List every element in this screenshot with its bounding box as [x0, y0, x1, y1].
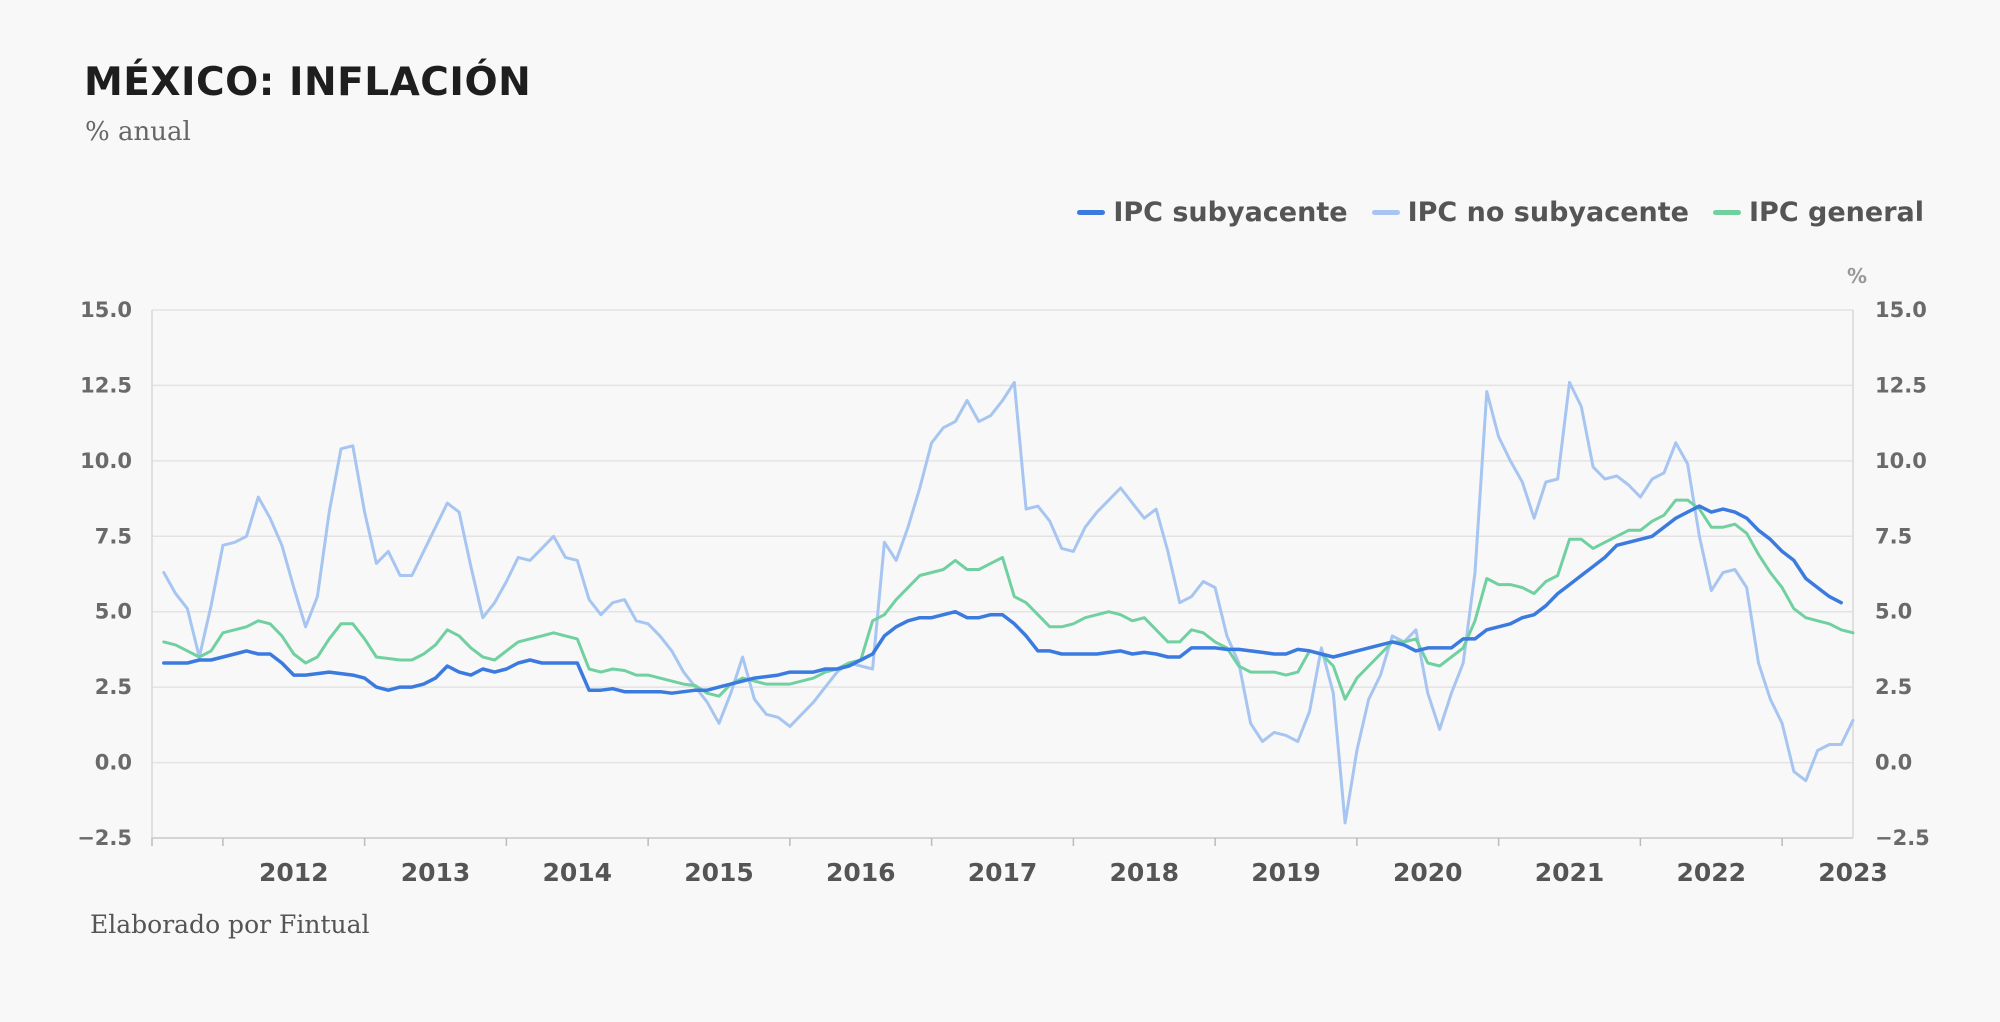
series-line-core [162, 504, 1843, 695]
legend-label-noncore: IPC no subyacente [1407, 197, 1689, 228]
y-tick-label-left: 12.5 [80, 373, 132, 397]
y-tick-label-right: 12.5 [1875, 373, 1927, 397]
x-tick-label: 2022 [1676, 858, 1746, 887]
y-tick-label-right: 2.5 [1875, 675, 1912, 699]
x-tick-label: 2020 [1393, 858, 1463, 887]
chart-title: MÉXICO: INFLACIÓN [84, 60, 532, 105]
y-tick-label-left: 10.0 [80, 449, 132, 473]
x-tick-label: 2013 [401, 858, 471, 887]
chart-credit: Elaborado por Fintual [90, 910, 370, 939]
legend-swatch-noncore [1371, 210, 1400, 215]
y-tick-label-left: 0.0 [95, 751, 132, 775]
y-tick-label-left: 5.0 [95, 600, 132, 624]
y-tick-label-left: 2.5 [95, 675, 132, 699]
legend-item-core[interactable]: IPC subyacente [1077, 197, 1348, 228]
x-tick-label: 2023 [1818, 858, 1888, 887]
x-tick-label: 2014 [542, 858, 612, 887]
x-tick-label: 2015 [684, 858, 754, 887]
legend-swatch-core [1077, 210, 1106, 215]
y-tick-label-right: 10.0 [1875, 449, 1927, 473]
x-tick-label: 2018 [1109, 858, 1179, 887]
legend-item-general[interactable]: IPC general [1712, 197, 1924, 228]
chart-legend: IPC subyacente IPC no subyacente IPC gen… [1077, 197, 1924, 228]
chart-subtitle: % anual [85, 117, 191, 147]
legend-label-general: IPC general [1748, 197, 1924, 228]
x-tick-label: 2012 [259, 858, 329, 887]
y-tick-label-right: 7.5 [1875, 524, 1912, 548]
x-tick-label: 2019 [1251, 858, 1321, 887]
y-tick-label-left: 15.0 [80, 298, 132, 322]
y-unit-label: % [1847, 264, 1867, 288]
x-tick-label: 2016 [826, 858, 896, 887]
legend-label-core: IPC subyacente [1113, 197, 1348, 228]
y-tick-label-right: 0.0 [1875, 751, 1912, 775]
y-tick-label-left: −2.5 [77, 826, 132, 850]
y-tick-label-left: 7.5 [95, 524, 132, 548]
legend-swatch-general [1712, 210, 1741, 215]
series-line-general [162, 498, 1855, 701]
y-tick-label-right: 5.0 [1875, 600, 1912, 624]
y-tick-label-right: 15.0 [1875, 298, 1927, 322]
x-tick-label: 2017 [968, 858, 1038, 887]
y-tick-label-right: −2.5 [1875, 826, 1930, 850]
series-line-noncore [162, 380, 1855, 825]
x-tick-label: 2021 [1535, 858, 1605, 887]
legend-item-noncore[interactable]: IPC no subyacente [1371, 197, 1689, 228]
